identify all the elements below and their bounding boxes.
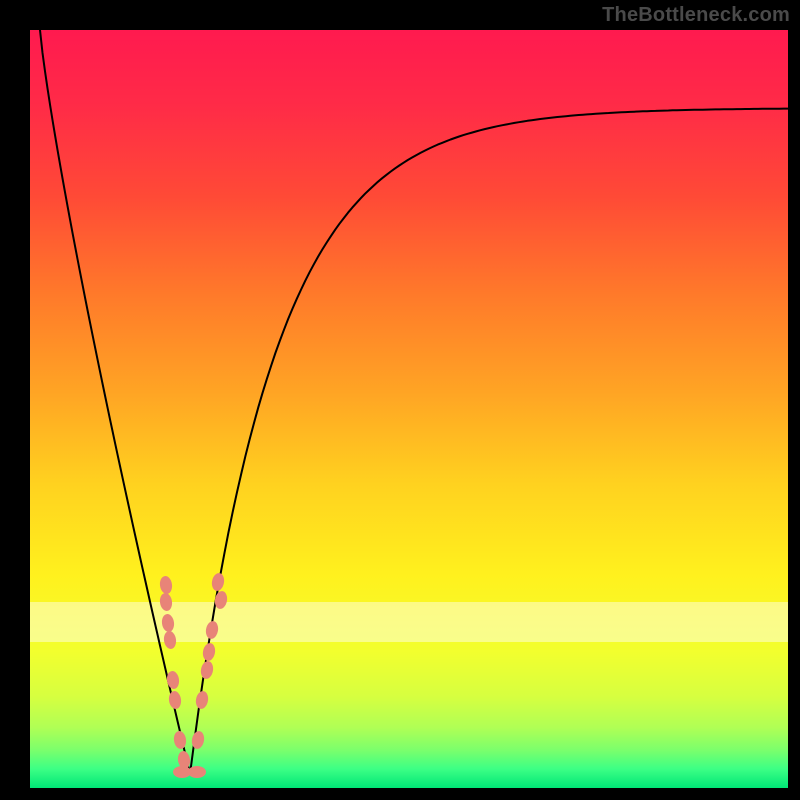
bottleneck-chart-svg	[0, 0, 800, 800]
chart-stage: TheBottleneck.com	[0, 0, 800, 800]
gradient-background	[30, 30, 788, 788]
pale-yellow-band	[30, 602, 788, 642]
data-marker	[188, 766, 206, 778]
plot-area	[30, 30, 788, 788]
watermark-text: TheBottleneck.com	[602, 4, 790, 27]
